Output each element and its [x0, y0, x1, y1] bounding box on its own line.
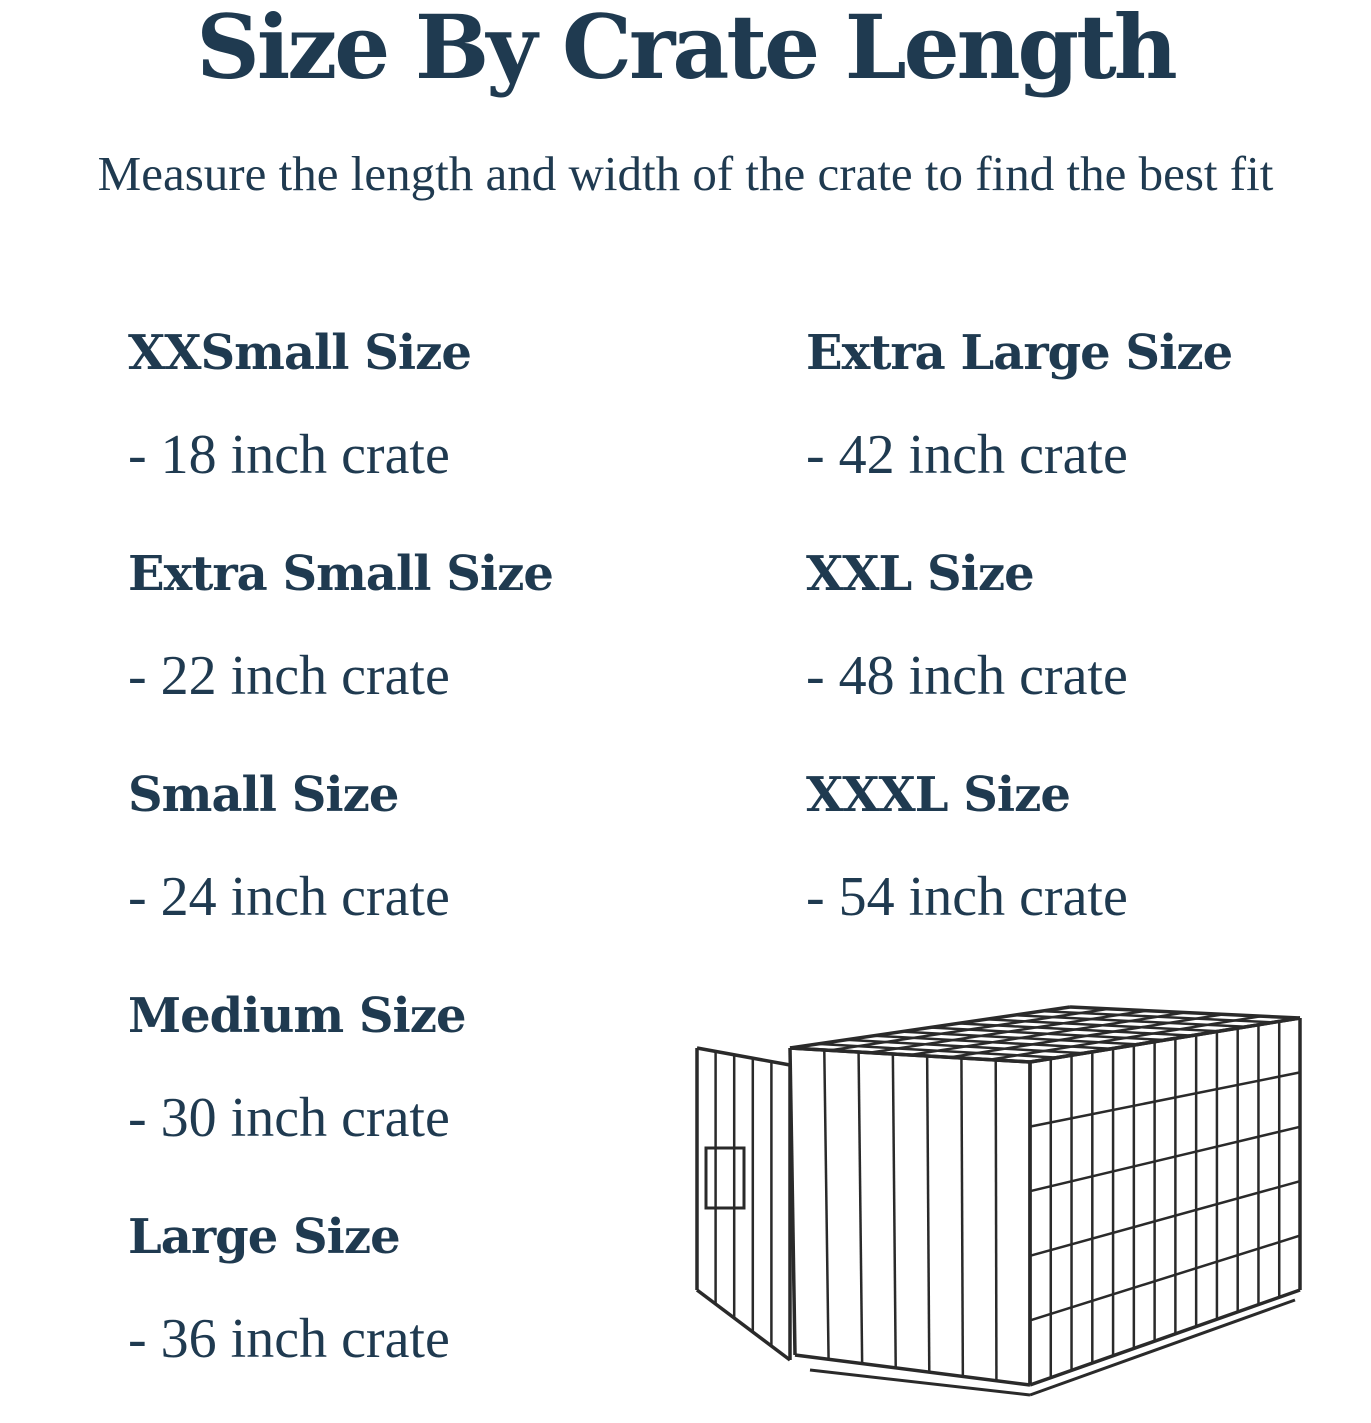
crate-wire [857, 1051, 864, 1364]
size-item: XXSmall Size - 18 inch crate [128, 318, 553, 539]
size-name: XXL Size [806, 546, 1035, 602]
size-item: XXXL Size - 54 inch crate [806, 760, 1232, 981]
size-name: Large Size [128, 1209, 401, 1265]
size-item: Small Size - 24 inch crate [128, 760, 553, 981]
crate-wire [696, 1046, 791, 1067]
crate-wire [949, 1013, 1224, 1059]
crate-wire [1029, 1016, 1301, 1064]
size-item: Extra Small Size - 22 inch crate [128, 539, 554, 760]
size-list-left: XXSmall Size - 18 inch crate Extra Small … [128, 318, 554, 1423]
crate-wire [1029, 1071, 1301, 1128]
crate-wire [909, 1011, 1186, 1057]
size-name: Medium Size [128, 988, 467, 1044]
size-name: Small Size [128, 767, 399, 823]
size-item: Large Size - 36 inch crate [128, 1202, 553, 1423]
crate-wire [1029, 1125, 1301, 1193]
size-item: Medium Size - 30 inch crate [128, 981, 553, 1202]
crate-wire [960, 1057, 965, 1377]
wire-dog-crate-icon [695, 1005, 1302, 1397]
crate-wire [994, 1059, 998, 1381]
crate-wire [823, 1049, 830, 1360]
size-length: - 42 inch crate [806, 424, 1128, 486]
page-title: Size By Crate Length [196, 0, 1177, 99]
crate-wire [809, 1368, 1031, 1397]
size-list-right: Extra Large Size - 42 inch crate XXL Size… [806, 318, 1233, 981]
subtitle: Measure the length and width of the crat… [97, 146, 1274, 201]
crate-wire [891, 1053, 897, 1368]
size-length: - 48 inch crate [806, 645, 1128, 707]
crate-wire [794, 1353, 1031, 1387]
crate-wire [1029, 1298, 1296, 1397]
size-length: - 30 inch crate [128, 1087, 450, 1149]
crate-wire [829, 1007, 1109, 1052]
crate-wire [925, 1055, 931, 1373]
crate-wire [1029, 1179, 1301, 1258]
crate-wire [789, 1046, 1031, 1064]
crate-wire [1029, 1288, 1301, 1387]
crate-wire [1029, 1234, 1301, 1322]
size-length: - 36 inch crate [128, 1308, 450, 1370]
size-length: - 18 inch crate [128, 424, 450, 486]
crate-wire [869, 1009, 1147, 1054]
size-length: - 54 inch crate [806, 866, 1128, 928]
size-name: XXXL Size [806, 767, 1071, 823]
size-item: Extra Large Size - 42 inch crate [806, 318, 1233, 539]
size-length: - 22 inch crate [128, 645, 450, 707]
size-name: Extra Large Size [806, 325, 1233, 381]
door-latch [704, 1146, 746, 1210]
size-name: XXSmall Size [128, 325, 472, 381]
size-item: XXL Size - 48 inch crate [806, 539, 1232, 760]
crate-wire [989, 1014, 1262, 1061]
size-name: Extra Small Size [128, 546, 554, 602]
size-length: - 24 inch crate [128, 866, 450, 928]
crate-wire [695, 1288, 792, 1362]
